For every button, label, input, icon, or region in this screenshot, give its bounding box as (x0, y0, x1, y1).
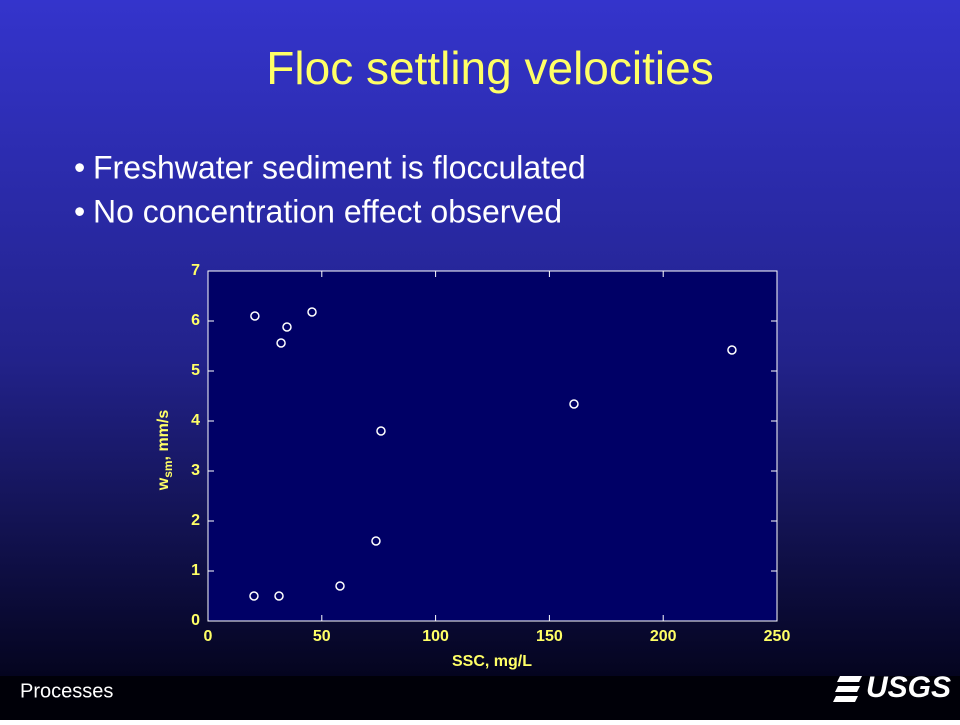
bullet-dot: • (74, 149, 85, 185)
y-axis-label: wsm, mm/s (155, 410, 175, 492)
x-tick-label: 250 (764, 628, 791, 645)
data-point (569, 399, 579, 409)
data-point (376, 426, 386, 436)
plot-area (207, 270, 778, 622)
y-tick-label: 3 (191, 462, 200, 479)
x-tick-label: 0 (204, 628, 213, 645)
footer-bar (0, 676, 960, 720)
bullet: Freshwater sediment is flocculated (93, 149, 586, 185)
y-tick-label: 1 (191, 562, 200, 579)
bullet: No concentration effect observed (93, 193, 562, 229)
y-tick-label: 6 (191, 312, 200, 329)
data-point (276, 338, 286, 348)
data-point (282, 322, 292, 332)
bullet-dot: • (74, 193, 85, 229)
data-point (727, 345, 737, 355)
y-tick-label: 2 (191, 512, 200, 529)
data-point (249, 591, 259, 601)
footer-text: Processes (20, 680, 113, 702)
x-axis-label: SSC, mg/L (452, 653, 532, 670)
data-point (307, 307, 317, 317)
x-tick-label: 100 (422, 628, 449, 645)
data-point (335, 581, 345, 591)
data-point (250, 311, 260, 321)
y-tick-label: 4 (191, 412, 200, 429)
x-tick-label: 150 (536, 628, 563, 645)
y-tick-label: 7 (191, 262, 200, 279)
x-tick-label: 200 (650, 628, 677, 645)
x-tick-label: 50 (313, 628, 331, 645)
logo-text: USGS (866, 671, 951, 704)
logo: USGS (833, 671, 951, 704)
y-tick-label: 5 (191, 362, 200, 379)
data-point (274, 591, 284, 601)
y-tick-label: 0 (191, 612, 200, 629)
data-point (371, 536, 381, 546)
slide-title: Floc settling velocities (266, 42, 713, 94)
